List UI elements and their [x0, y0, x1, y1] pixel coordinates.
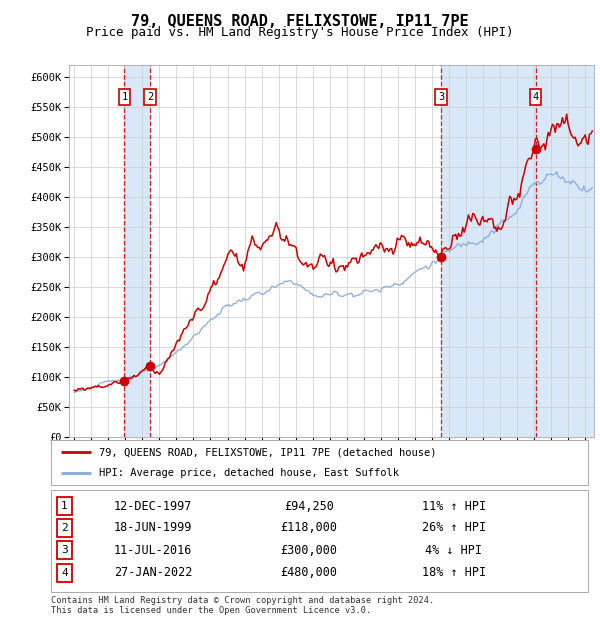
Text: 18% ↑ HPI: 18% ↑ HPI	[422, 566, 486, 579]
Text: 11% ↑ HPI: 11% ↑ HPI	[422, 500, 486, 513]
Text: HPI: Average price, detached house, East Suffolk: HPI: Average price, detached house, East…	[100, 467, 400, 478]
Text: Contains HM Land Registry data © Crown copyright and database right 2024.: Contains HM Land Registry data © Crown c…	[51, 596, 434, 606]
Text: 79, QUEENS ROAD, FELIXSTOWE, IP11 7PE (detached house): 79, QUEENS ROAD, FELIXSTOWE, IP11 7PE (d…	[100, 447, 437, 458]
Text: 3: 3	[438, 92, 444, 102]
Text: 12-DEC-1997: 12-DEC-1997	[114, 500, 192, 513]
Text: This data is licensed under the Open Government Licence v3.0.: This data is licensed under the Open Gov…	[51, 606, 371, 616]
Text: £300,000: £300,000	[280, 544, 337, 557]
Text: 2: 2	[61, 523, 68, 533]
Text: £94,250: £94,250	[284, 500, 334, 513]
Text: 1: 1	[121, 92, 128, 102]
Text: 4% ↓ HPI: 4% ↓ HPI	[425, 544, 482, 557]
Text: 3: 3	[61, 545, 68, 555]
Bar	[441, 65, 594, 437]
Text: Price paid vs. HM Land Registry's House Price Index (HPI): Price paid vs. HM Land Registry's House …	[86, 26, 514, 39]
Text: £480,000: £480,000	[280, 566, 337, 579]
Bar	[536, 65, 594, 437]
Text: 1: 1	[61, 501, 68, 511]
Bar	[124, 65, 150, 437]
Text: 18-JUN-1999: 18-JUN-1999	[114, 521, 192, 534]
Text: 79, QUEENS ROAD, FELIXSTOWE, IP11 7PE: 79, QUEENS ROAD, FELIXSTOWE, IP11 7PE	[131, 14, 469, 29]
Text: £118,000: £118,000	[280, 521, 337, 534]
Text: 2: 2	[147, 92, 153, 102]
Text: 11-JUL-2016: 11-JUL-2016	[114, 544, 192, 557]
Text: 26% ↑ HPI: 26% ↑ HPI	[422, 521, 486, 534]
Text: 4: 4	[61, 568, 68, 578]
Text: 27-JAN-2022: 27-JAN-2022	[114, 566, 192, 579]
Text: 4: 4	[532, 92, 539, 102]
